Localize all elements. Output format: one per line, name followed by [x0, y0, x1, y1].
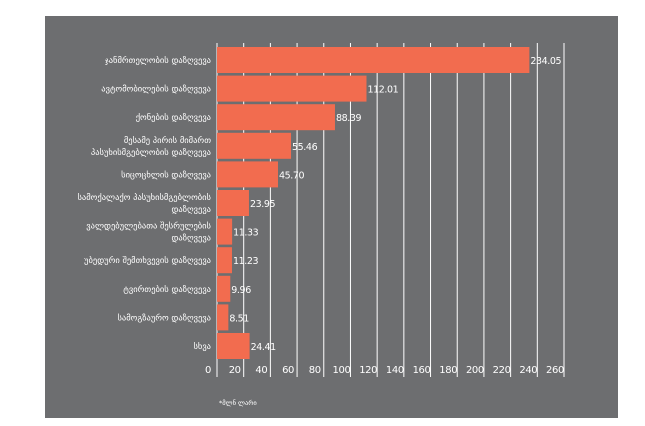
x-tick-label: 0	[205, 365, 211, 376]
x-tick-label: 240	[519, 365, 537, 376]
x-tick-label: 60	[282, 365, 294, 376]
x-tick-label: 220	[493, 365, 511, 376]
bar	[217, 304, 229, 331]
bar	[217, 190, 249, 216]
bar	[217, 75, 367, 102]
x-tick-label: 200	[466, 365, 484, 376]
category-label: უბედური შემთხვევის დაზღვევა	[84, 255, 211, 266]
data-label: 112.01	[367, 85, 398, 96]
category-label: ქონების დაზღვევა	[136, 112, 211, 123]
category-label: პასუხისმგებლობის დაზღვევა	[91, 147, 211, 158]
data-label: 23.95	[250, 199, 276, 210]
data-label: 24.41	[251, 342, 277, 353]
category-label: ავტომობილების დაზღვევა	[101, 84, 211, 95]
x-tick-label: 20	[229, 365, 241, 376]
x-tick-label: 260	[546, 365, 564, 376]
x-tick-label: 40	[255, 365, 267, 376]
data-label: 88.39	[336, 113, 362, 124]
x-tick-label: 160	[413, 365, 431, 376]
bar	[217, 161, 278, 188]
category-label: სამოქალაქო პასუხისმგებლობის	[77, 192, 211, 203]
x-tick-label: 120	[359, 365, 377, 376]
bar	[217, 275, 231, 302]
bar	[217, 247, 232, 274]
x-tick-label: 140	[386, 365, 404, 376]
category-label: სიცოცხლის დაზღვევა	[121, 169, 211, 180]
data-label: 55.46	[292, 142, 318, 153]
x-tick-label: 180	[439, 365, 457, 376]
category-label: ტვირთების დაზღვევა	[123, 284, 211, 295]
category-label: ვალდებულებათა შესრულების	[86, 221, 211, 232]
category-label: სხვა	[193, 341, 211, 352]
data-label: 45.70	[279, 170, 305, 181]
category-label: მესამე პირის მიმართ	[124, 135, 211, 146]
data-label: 11.33	[233, 228, 259, 239]
footnote: *მლნ ლარი	[219, 398, 257, 407]
x-tick-label: 100	[333, 365, 351, 376]
category-label: დაზღვევა	[171, 233, 211, 244]
data-label: 234.05	[530, 56, 561, 67]
data-label: 8.51	[229, 313, 249, 324]
data-label: 11.23	[233, 256, 259, 267]
data-label: 9.96	[231, 285, 251, 296]
bar	[217, 333, 250, 359]
bar	[217, 104, 335, 131]
bar	[217, 218, 233, 245]
x-tick-label: 80	[309, 365, 321, 376]
bar	[217, 132, 292, 159]
category-label: ჯანმრთელობის დაზღვევა	[105, 55, 211, 66]
category-label: სამოგზაურო დაზღვევა	[117, 312, 211, 323]
category-label: დაზღვევა	[171, 204, 211, 215]
bar	[217, 47, 530, 73]
